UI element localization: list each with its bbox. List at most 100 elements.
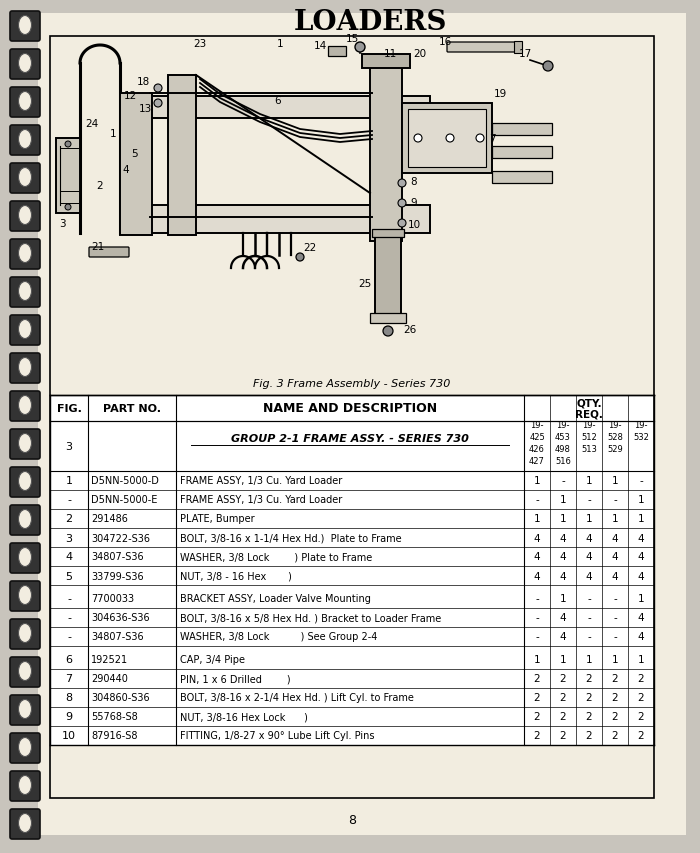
Text: 2: 2 (586, 693, 592, 703)
Text: 1: 1 (560, 655, 566, 664)
Text: 4: 4 (638, 612, 644, 623)
Text: 15: 15 (345, 34, 358, 44)
Text: -: - (613, 612, 617, 623)
Text: 1: 1 (533, 514, 540, 524)
Text: 21: 21 (92, 241, 104, 252)
Ellipse shape (18, 624, 32, 643)
Text: 2: 2 (638, 731, 644, 740)
Ellipse shape (18, 358, 32, 377)
Text: -: - (613, 632, 617, 641)
Text: GROUP 2-1 FRAME ASSY. - SERIES 730: GROUP 2-1 FRAME ASSY. - SERIES 730 (231, 433, 469, 444)
Bar (56, 139, 80, 214)
Text: 7: 7 (489, 134, 496, 144)
FancyBboxPatch shape (10, 430, 40, 460)
Text: -: - (561, 476, 565, 486)
Text: 2: 2 (638, 711, 644, 722)
Circle shape (398, 200, 406, 208)
Text: -: - (587, 612, 591, 623)
Ellipse shape (18, 586, 32, 605)
Text: 3: 3 (59, 218, 65, 229)
Text: 1: 1 (638, 495, 644, 505)
Text: 7: 7 (65, 674, 73, 684)
Text: 4: 4 (560, 552, 566, 562)
Text: BOLT, 3/8-16 x 2-1/4 Hex Hd. ) Lift Cyl. to Frame: BOLT, 3/8-16 x 2-1/4 Hex Hd. ) Lift Cyl.… (180, 693, 414, 703)
FancyBboxPatch shape (10, 467, 40, 497)
Text: WASHER, 3/8 Lock          ) See Group 2-4: WASHER, 3/8 Lock ) See Group 2-4 (180, 632, 377, 641)
Text: D5NN-5000-E: D5NN-5000-E (91, 495, 158, 505)
Bar (375, 235, 401, 316)
Text: -: - (613, 594, 617, 604)
Bar (408, 110, 486, 168)
Text: 2: 2 (560, 731, 566, 740)
Text: -: - (587, 632, 591, 641)
Text: 2: 2 (612, 674, 618, 684)
Text: 10: 10 (62, 731, 76, 740)
Text: 19-: 19- (531, 421, 544, 430)
FancyBboxPatch shape (10, 126, 40, 156)
Text: 2: 2 (612, 731, 618, 740)
Text: 1: 1 (586, 476, 592, 486)
Text: PART NO.: PART NO. (103, 403, 161, 414)
Text: 1: 1 (110, 129, 116, 139)
Bar (168, 76, 196, 235)
Text: 512: 512 (581, 432, 597, 442)
Circle shape (398, 220, 406, 228)
Text: PLATE, Bumper: PLATE, Bumper (180, 514, 255, 524)
Text: 4: 4 (612, 533, 618, 543)
Bar (370, 67, 402, 241)
Text: 4: 4 (586, 552, 592, 562)
FancyBboxPatch shape (89, 247, 129, 258)
Text: 7700033: 7700033 (91, 594, 134, 604)
Circle shape (414, 135, 422, 142)
Text: -: - (535, 632, 539, 641)
Text: 4: 4 (65, 552, 73, 562)
Text: 2: 2 (586, 711, 592, 722)
FancyBboxPatch shape (10, 202, 40, 232)
Text: 4: 4 (560, 612, 566, 623)
FancyBboxPatch shape (10, 657, 40, 688)
Text: 4: 4 (612, 552, 618, 562)
Text: 1: 1 (586, 655, 592, 664)
Text: 23: 23 (193, 39, 206, 49)
Text: 1: 1 (612, 514, 618, 524)
Circle shape (154, 100, 162, 107)
Text: 16: 16 (438, 37, 452, 47)
Text: NUT, 3/8 - 16 Hex       ): NUT, 3/8 - 16 Hex ) (180, 571, 292, 581)
Circle shape (65, 142, 71, 148)
Bar (492, 147, 552, 159)
Circle shape (398, 180, 406, 188)
Bar (492, 171, 552, 183)
Text: 529: 529 (607, 444, 623, 454)
Text: NAME AND DESCRIPTION: NAME AND DESCRIPTION (263, 402, 437, 415)
Text: 2: 2 (533, 731, 540, 740)
FancyBboxPatch shape (10, 506, 40, 536)
Circle shape (296, 253, 304, 262)
Bar (120, 206, 430, 234)
Text: PIN, 1 x 6 Drilled        ): PIN, 1 x 6 Drilled ) (180, 674, 290, 684)
Circle shape (355, 43, 365, 53)
FancyBboxPatch shape (10, 809, 40, 839)
Text: 4: 4 (533, 533, 540, 543)
FancyBboxPatch shape (10, 88, 40, 118)
Text: 2: 2 (65, 514, 73, 524)
Text: 10: 10 (407, 220, 421, 229)
FancyBboxPatch shape (10, 733, 40, 763)
Text: FITTING, 1/8-27 x 90° Lube Lift Cyl. Pins: FITTING, 1/8-27 x 90° Lube Lift Cyl. Pin… (180, 731, 374, 740)
Ellipse shape (18, 16, 32, 36)
Ellipse shape (18, 131, 32, 149)
FancyBboxPatch shape (10, 316, 40, 345)
Text: 192521: 192521 (91, 655, 128, 664)
Bar (328, 47, 346, 57)
Text: BOLT, 3/8-16 x 5/8 Hex Hd. ) Bracket to Loader Frame: BOLT, 3/8-16 x 5/8 Hex Hd. ) Bracket to … (180, 612, 441, 623)
Text: 13: 13 (139, 104, 152, 113)
FancyBboxPatch shape (10, 12, 40, 42)
Circle shape (154, 85, 162, 93)
Text: 3: 3 (66, 533, 73, 543)
Text: BRACKET ASSY, Loader Valve Mounting: BRACKET ASSY, Loader Valve Mounting (180, 594, 371, 604)
Text: -: - (587, 495, 591, 505)
Text: 498: 498 (555, 444, 571, 454)
Text: 4: 4 (560, 571, 566, 581)
Text: 513: 513 (581, 444, 597, 454)
FancyBboxPatch shape (447, 43, 519, 53)
Text: 1: 1 (638, 655, 644, 664)
